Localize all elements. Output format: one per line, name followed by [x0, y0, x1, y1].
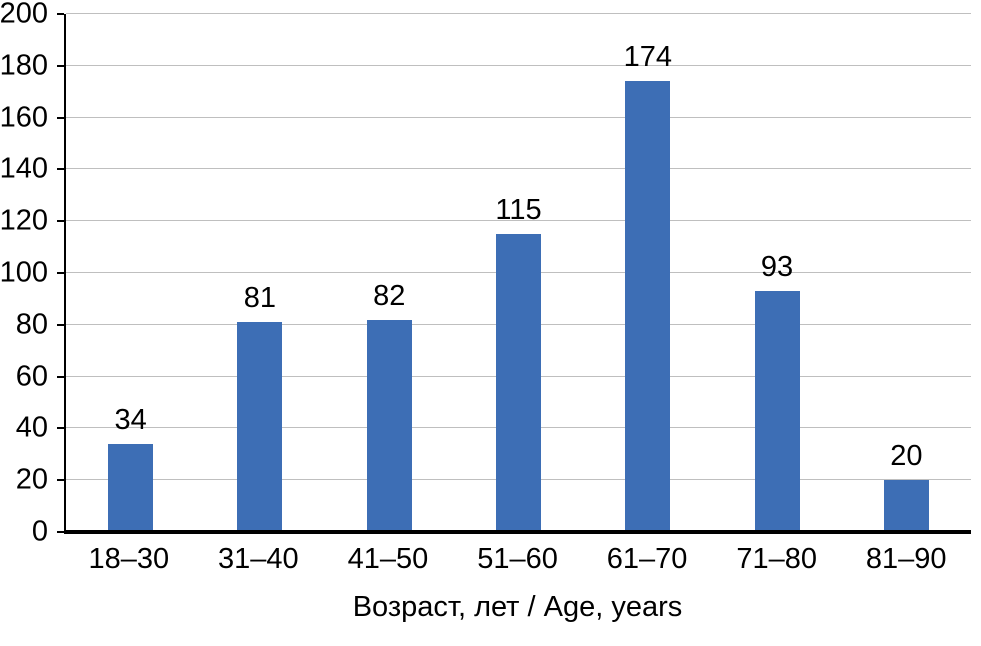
y-tick-mark	[57, 13, 64, 15]
x-axis-line	[64, 530, 971, 534]
y-tick-mark	[57, 427, 64, 430]
bar-group: 34	[66, 14, 195, 532]
y-tick-label: 180	[0, 49, 48, 82]
y-tick-mark	[57, 64, 64, 67]
y-tick-label: 200	[0, 0, 48, 30]
y-tick-mark	[57, 375, 64, 378]
y-tick-label: 0	[31, 515, 48, 548]
plot-area: 34 81 82 115 174 93 20	[64, 13, 971, 534]
y-axis: 0 20 40 60 80 100 120 140 160 180 200	[0, 0, 64, 546]
bar	[625, 81, 671, 532]
y-tick-label: 120	[0, 204, 48, 237]
x-tick-label: 18–30	[88, 542, 170, 575]
gridline	[66, 64, 971, 66]
y-tick-label: 60	[15, 360, 48, 393]
y-tick-mark	[57, 272, 64, 274]
bar-group: 20	[842, 14, 971, 532]
y-tick-label: 20	[15, 463, 48, 496]
x-axis-title: Возраст, лет / Age, years	[352, 591, 683, 623]
bar-value-label: 115	[495, 194, 542, 227]
x-tick-label: 71–80	[736, 542, 817, 575]
bar-value-label: 93	[760, 251, 794, 284]
y-tick-mark	[57, 531, 64, 533]
y-tick-mark	[57, 116, 64, 119]
bar-group: 81	[195, 14, 324, 532]
bars-container: 34 81 82 115 174 93 20	[66, 14, 971, 532]
bar-value-label: 20	[890, 440, 923, 473]
gridline	[66, 220, 971, 222]
x-tick-label: 31–40	[218, 542, 299, 575]
y-tick-mark	[57, 220, 64, 223]
x-tick-label: 51–60	[477, 542, 558, 575]
bar	[754, 291, 800, 532]
gridline	[66, 13, 971, 14]
y-tick-label: 80	[15, 308, 48, 341]
x-tick-label: 81–90	[865, 542, 947, 575]
y-tick-label: 40	[15, 411, 48, 444]
bar	[237, 322, 283, 532]
bar-group: 82	[325, 14, 454, 532]
y-tick-label: 100	[0, 256, 48, 289]
bar	[108, 443, 154, 532]
bar	[366, 319, 412, 532]
plot-row: 0 20 40 60 80 100 120 140 160 180 200 34 81 82 115 174…	[0, 0, 971, 546]
x-tick-label: 61–70	[606, 542, 688, 575]
y-tick-mark	[57, 168, 64, 171]
y-tick-mark	[57, 323, 64, 326]
x-tick-label: 41–50	[347, 542, 429, 575]
bar-value-label: 82	[373, 279, 406, 312]
bar-group: 174	[583, 14, 712, 532]
bar	[495, 234, 541, 532]
bar-group: 93	[712, 14, 841, 532]
gridline	[66, 168, 971, 170]
bar-group: 115	[454, 14, 583, 532]
bar-value-label: 81	[243, 282, 277, 315]
y-tick-mark	[57, 479, 64, 482]
x-axis-labels: 18–30 31–40 41–50 51–60 61–70 71–80 81–90	[64, 532, 971, 586]
y-tick-label: 140	[0, 152, 48, 185]
bar-value-label: 174	[623, 41, 672, 74]
gridline	[66, 116, 971, 118]
bar-value-label: 34	[114, 403, 147, 436]
y-tick-label: 160	[0, 101, 48, 134]
bar	[883, 480, 929, 532]
